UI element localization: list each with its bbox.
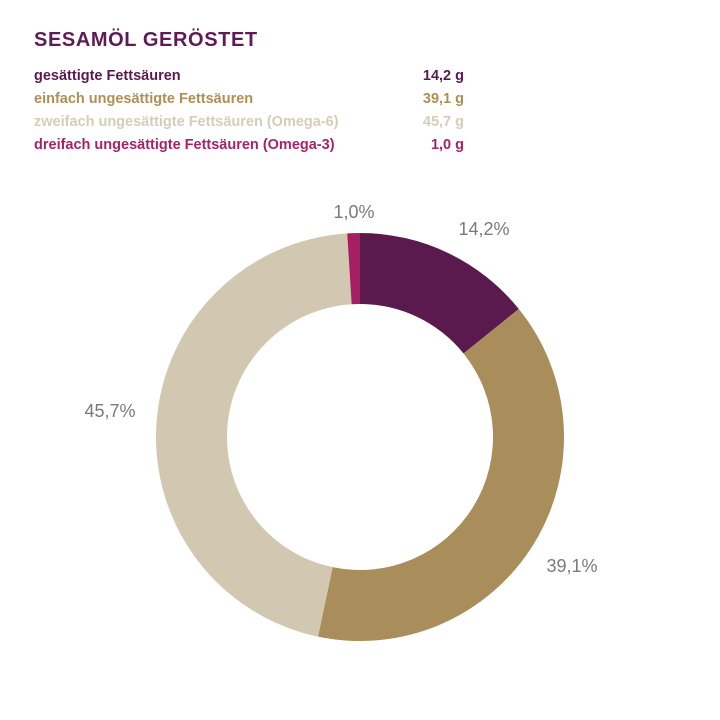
- slice-percent-label: 45,7%: [84, 401, 135, 421]
- legend-row: gesättigte Fettsäuren 14,2 g: [34, 64, 464, 87]
- donut-slice-2: [318, 308, 565, 642]
- legend-row: dreifach ungesättigte Fettsäuren (Omega-…: [34, 133, 464, 156]
- legend-label: gesättigte Fettsäuren: [34, 67, 181, 84]
- legend-value: 45,7 g: [422, 113, 464, 130]
- legend-label: dreifach ungesättigte Fettsäuren (Omega-…: [34, 136, 335, 153]
- donut-slice-4: [347, 232, 360, 305]
- legend-label: zweifach ungesättigte Fettsäuren (Omega-…: [34, 113, 339, 130]
- page-title: SESAMÖL GERÖSTET: [34, 29, 258, 51]
- legend-value: 39,1 g: [422, 90, 464, 107]
- header: SESAMÖL GERÖSTET gesättigte Fettsäuren 14…: [34, 28, 464, 156]
- legend-label: einfach ungesättigte Fettsäuren: [34, 90, 254, 107]
- fatty-acid-legend: gesättigte Fettsäuren 14,2 g einfach unges…: [34, 64, 464, 156]
- legend-row: einfach ungesättigte Fettsäuren 39,1 g: [34, 87, 464, 110]
- slice-percent-label: 1,0%: [333, 202, 374, 222]
- donut-slice-3: [155, 233, 352, 637]
- slice-percent-label: 14,2%: [458, 219, 509, 239]
- donut-slice-1: [360, 233, 519, 354]
- legend-row: zweifach ungesättigte Fettsäuren (Omega-…: [34, 110, 464, 133]
- legend-value: 14,2 g: [422, 67, 464, 84]
- slice-percent-label: 39,1%: [546, 556, 597, 576]
- legend-value: 1,0 g: [430, 136, 464, 153]
